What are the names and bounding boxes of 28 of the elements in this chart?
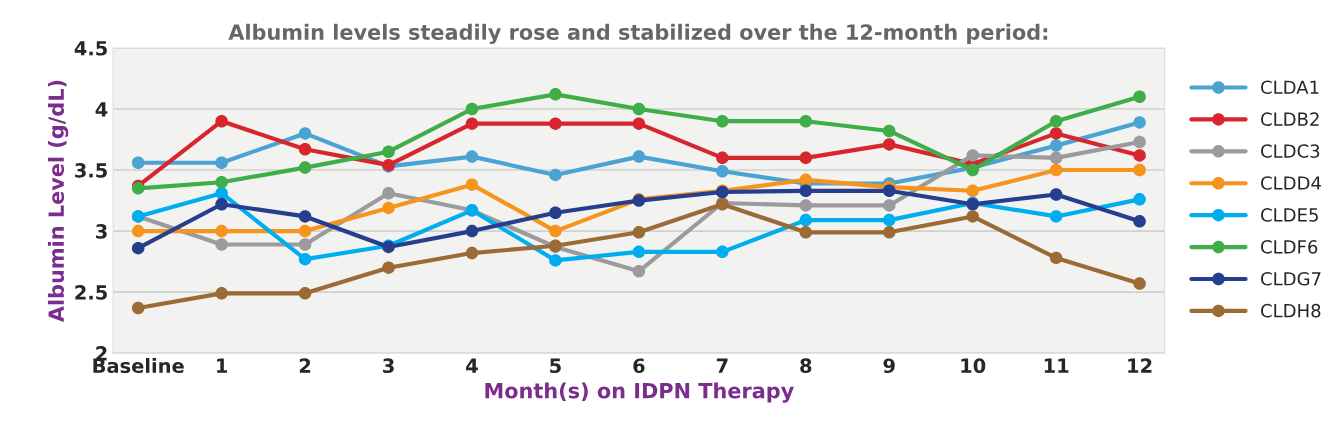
y-tick-label: 3 [96,224,107,239]
x-axis-title: Month(s) on IDPN Therapy [485,382,794,403]
x-tick-label: 10 [961,358,986,374]
x-tick-label: 3 [383,358,394,374]
x-tick-label: 7 [716,358,728,373]
x-tick-label: 6 [633,358,645,374]
x-tick-label: 4 [466,358,478,373]
legend-label: CLDB2 [1261,112,1319,126]
y-tick-label: 4.5 [74,41,107,56]
x-tick-label: 2 [299,358,311,373]
x-tick-label: 8 [800,358,812,374]
x-tick-label: 9 [883,358,895,374]
x-tick-label: 12 [1128,358,1152,373]
x-tick-label: 5 [550,358,561,374]
y-tick-label: 2.5 [75,285,107,300]
legend-label: CLDG7 [1261,271,1321,286]
legend-label: CLDD4 [1261,176,1321,190]
legend-label: CLDH8 [1261,303,1321,318]
legend-label: CLDE5 [1261,208,1318,222]
legend-label: CLDA1 [1261,80,1319,95]
y-tick-label: 4 [95,102,108,117]
legend-label: CLDC3 [1261,144,1320,158]
x-tick-label: 1 [217,358,228,373]
chart-title: Albumin levels steadily rose and stabilized over the 12-month period: [228,23,1048,45]
x-tick-label: 11 [1044,358,1069,373]
y-axis-title: Albumin Level (g/dL) [47,80,69,323]
legend-label: CLDF6 [1261,240,1318,254]
y-tick-label: 3.5 [75,163,107,178]
